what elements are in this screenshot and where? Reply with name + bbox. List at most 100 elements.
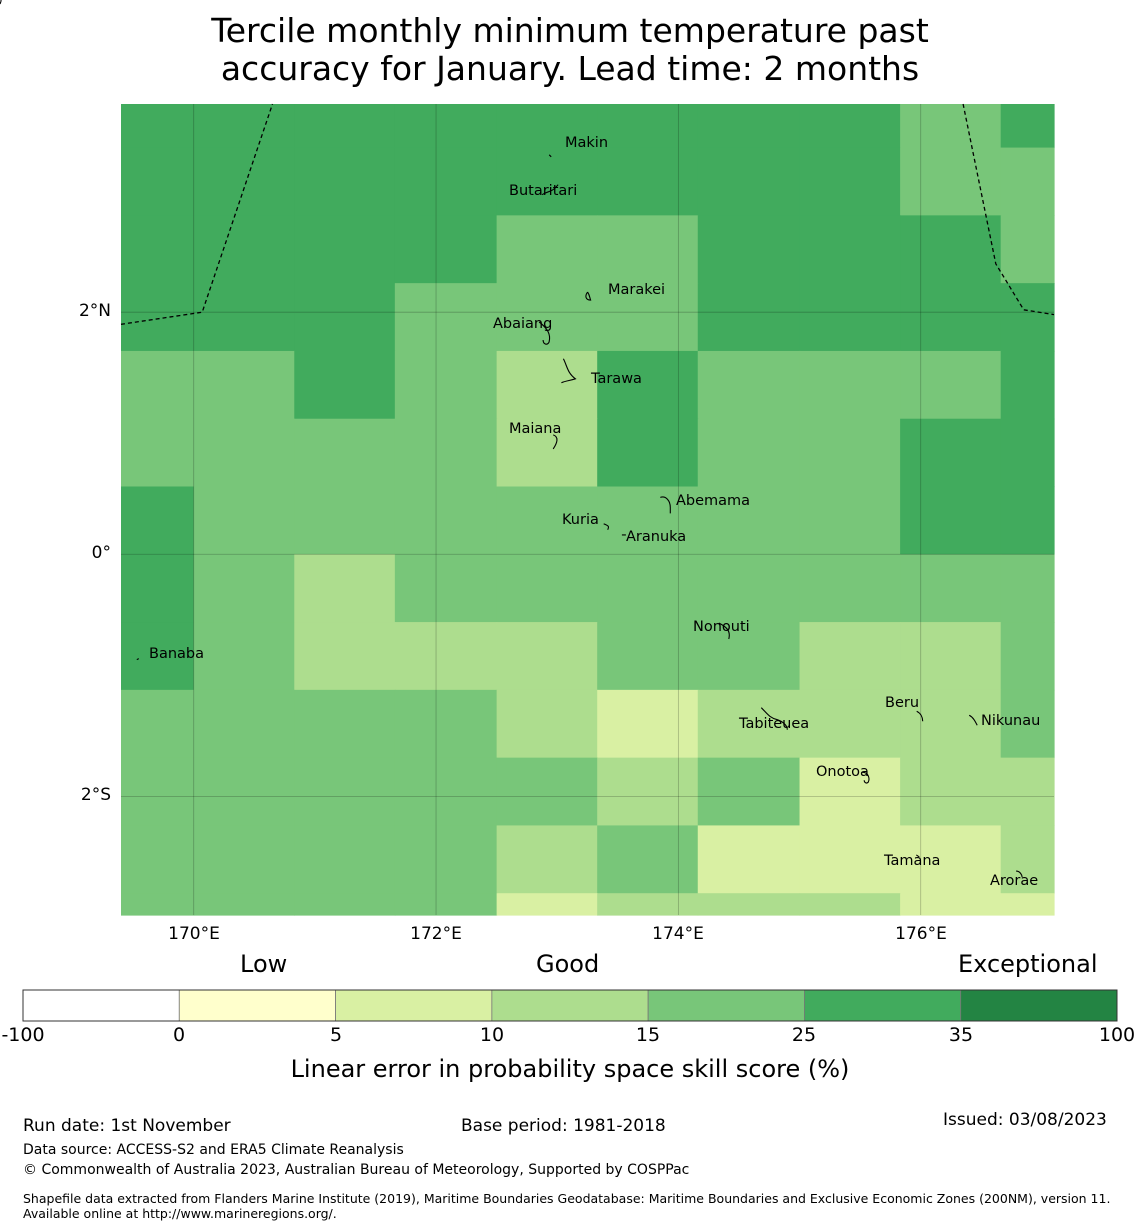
skill-cell (496, 622, 598, 691)
skill-cell (597, 418, 699, 488)
skill-cell (394, 757, 498, 827)
island-outline (552, 434, 558, 450)
skill-cell (799, 104, 901, 149)
skill-cell (294, 757, 396, 827)
skill-cell (900, 486, 1002, 555)
skill-cell (597, 486, 699, 555)
island-label: Nonouti (693, 619, 750, 635)
base-period: Base period: 1981-2018 (461, 1116, 666, 1136)
skill-cell (900, 757, 1002, 827)
skill-cell (900, 418, 1002, 488)
skill-cell (193, 757, 295, 827)
skill-cell (697, 622, 801, 691)
island-label: Tamana (884, 853, 941, 869)
skill-cell (394, 215, 498, 284)
skill-cell (1000, 418, 1055, 488)
colorbar-bin (804, 989, 962, 1022)
skill-cell (394, 689, 498, 759)
latitude-label: 0° (91, 543, 111, 563)
skill-cell (193, 104, 295, 149)
skill-cell (193, 418, 295, 488)
island-label: Onotoa (816, 764, 869, 780)
shapefile-credit: Shapefile data extracted from Flanders M… (23, 1191, 1111, 1221)
skill-cell (394, 104, 498, 149)
eez-boundary-east (962, 103, 1055, 316)
skill-cell (597, 147, 699, 216)
skill-cell (597, 893, 699, 916)
island-outline (0, 0, 626, 536)
skill-cell (697, 350, 801, 420)
skill-cell (697, 757, 801, 827)
colorbar-tick-label: 15 (635, 1024, 661, 1046)
skill-cell (394, 283, 498, 352)
skill-cell (496, 147, 598, 216)
island-outline (916, 710, 924, 722)
skill-cell (900, 689, 1002, 759)
skill-cell (900, 554, 1002, 623)
skill-cell (294, 147, 396, 216)
skill-cell (597, 825, 699, 894)
colorbar-outline (22, 989, 1118, 1022)
island-label: Tabiteuea (739, 716, 810, 732)
legend-category-good: Good (536, 950, 600, 978)
skill-cell (1000, 622, 1055, 691)
skill-cell (697, 554, 801, 623)
island-outline (548, 154, 552, 158)
skill-cell (294, 554, 396, 623)
skill-cell (900, 893, 1002, 916)
island-label: Kuria (562, 512, 599, 528)
island-label: Tarawa (591, 371, 642, 387)
colorbar-bin (178, 989, 336, 1022)
skill-cell (799, 418, 901, 488)
skill-cell (294, 104, 396, 149)
skill-cell (121, 622, 195, 691)
skill-cell (193, 486, 295, 555)
skill-cell (121, 486, 195, 555)
island-outline (718, 622, 730, 640)
skill-cell (697, 215, 801, 284)
island-label: Abemama (676, 493, 751, 509)
colorbar-tick-label: 25 (791, 1024, 817, 1046)
skill-cell (900, 215, 1002, 284)
skill-cell (1000, 554, 1055, 623)
skill-cell (294, 418, 396, 488)
skill-cell (900, 825, 1002, 894)
skill-cell (697, 418, 801, 488)
skill-cell (394, 418, 498, 488)
graticule (121, 104, 1054, 915)
island-outline (585, 291, 592, 301)
skill-cell (799, 825, 901, 894)
island-outline (760, 707, 788, 730)
skill-cell (394, 486, 498, 555)
skill-cell (799, 350, 901, 420)
skill-cell (496, 283, 598, 352)
skill-cell (697, 689, 801, 759)
skill-cell (294, 486, 396, 555)
island-label: Marakei (608, 282, 666, 298)
skill-cell (597, 283, 699, 352)
skill-cell (121, 418, 195, 488)
map-title-line-2: accuracy for January. Lead time: 2 month… (220, 49, 920, 88)
skill-cell (294, 825, 396, 894)
skill-cell (394, 554, 498, 623)
island-outline (603, 523, 610, 530)
skill-cell (121, 147, 195, 216)
colorbar-bin (22, 989, 180, 1022)
skill-cell (496, 486, 598, 555)
colorbar-tick-label: 10 (479, 1024, 505, 1046)
skill-cell (1000, 104, 1055, 149)
island-outline (862, 771, 870, 784)
run-date: Run date: 1st November (23, 1116, 231, 1136)
island-label: Banaba (149, 646, 204, 662)
island-label: Arorae (990, 873, 1039, 889)
skill-cell (394, 893, 498, 916)
skill-cell (900, 622, 1002, 691)
island-label: Makin (565, 135, 609, 151)
skill-cell (597, 104, 699, 149)
island-label: Beru (885, 695, 920, 711)
island-outline (136, 658, 140, 661)
skill-cell (394, 825, 498, 894)
colorbar-bin (960, 989, 1118, 1022)
longitude-label: 170°E (168, 924, 220, 944)
